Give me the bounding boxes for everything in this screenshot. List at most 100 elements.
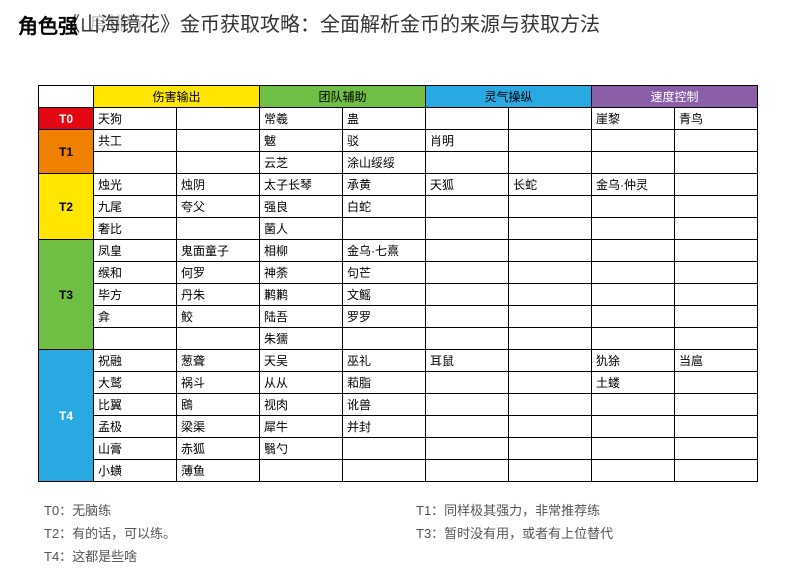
cell: 并封	[343, 416, 426, 438]
cell	[509, 218, 592, 240]
cell	[675, 416, 758, 438]
header-support: 团队辅助	[260, 86, 426, 108]
cell: 毕方	[94, 284, 177, 306]
cell	[592, 218, 675, 240]
table-row: T0天狗常羲蛊崖黎青鸟	[39, 108, 758, 130]
cell: 魃	[260, 130, 343, 152]
cell	[675, 306, 758, 328]
cell: 承黄	[343, 174, 426, 196]
cell	[592, 152, 675, 174]
header-row: 伤害输出 团队辅助 灵气操纵 速度控制	[39, 86, 758, 108]
cell: 萂脂	[343, 372, 426, 394]
cell	[592, 394, 675, 416]
cell	[426, 152, 509, 174]
article-title: 《山海镜花》金币获取攻略：全面解析金币的来源与获取方法	[60, 8, 600, 37]
cell: 祝融	[94, 350, 177, 372]
cell: 山膏	[94, 438, 177, 460]
cell: 陆吾	[260, 306, 343, 328]
cell: 比翼	[94, 394, 177, 416]
cell: 驳	[343, 130, 426, 152]
cell: 长蛇	[509, 174, 592, 196]
cell	[509, 284, 592, 306]
cell: 白蛇	[343, 196, 426, 218]
cell	[509, 394, 592, 416]
cell	[675, 262, 758, 284]
legend-t0: T0：无脑练	[44, 500, 416, 519]
table-row: 缑和何罗神荼句芒	[39, 262, 758, 284]
cell: 夸父	[177, 196, 260, 218]
legend-col-right: T1：同样极其强力，非常推荐练 T3：暂时没有用，或者有上位替代	[416, 500, 788, 569]
header-spirit: 灵气操纵	[426, 86, 592, 108]
cell	[509, 130, 592, 152]
cell	[675, 438, 758, 460]
legend-t2: T2：有的话，可以练。	[44, 523, 416, 542]
cell	[675, 240, 758, 262]
cell	[177, 108, 260, 130]
cell	[592, 306, 675, 328]
cell	[509, 372, 592, 394]
cell: 神荼	[260, 262, 343, 284]
cell: 天吴	[260, 350, 343, 372]
cell	[343, 438, 426, 460]
cell: 金乌·七熹	[343, 240, 426, 262]
cell: 鴖	[177, 394, 260, 416]
cell	[675, 130, 758, 152]
cell	[592, 240, 675, 262]
cell	[509, 350, 592, 372]
cell: 何罗	[177, 262, 260, 284]
legend-col-left: T0：无脑练 T2：有的话，可以练。 T4：这都是些啥	[44, 500, 416, 569]
tier-table: 伤害输出 团队辅助 灵气操纵 速度控制 T0天狗常羲蛊崖黎青鸟T1共工魃驳肖明云…	[38, 85, 758, 482]
cell: 祸斗	[177, 372, 260, 394]
cell	[509, 108, 592, 130]
cell	[426, 196, 509, 218]
table-row: T1共工魃驳肖明	[39, 130, 758, 152]
cell: 青鸟	[675, 108, 758, 130]
cell: 巫礼	[343, 350, 426, 372]
table-row: 山膏赤狐翳勺	[39, 438, 758, 460]
table-row: 比翼鴖视肉讹兽	[39, 394, 758, 416]
cell	[343, 218, 426, 240]
cell	[426, 218, 509, 240]
cell: 鬼面童子	[177, 240, 260, 262]
cell: 梁渠	[177, 416, 260, 438]
cell	[260, 460, 343, 482]
table-row: T4祝融葱聋天吴巫礼耳鼠犰狳当扈	[39, 350, 758, 372]
table-row: 云芝涂山绥绥	[39, 152, 758, 174]
table-row: 孟极梁渠犀牛并封	[39, 416, 758, 438]
cell: 九尾	[94, 196, 177, 218]
table-row: 小蟥薄鱼	[39, 460, 758, 482]
cell: 鹣鹣	[260, 284, 343, 306]
cell: 薄鱼	[177, 460, 260, 482]
cell: 太子长琴	[260, 174, 343, 196]
cell: 相柳	[260, 240, 343, 262]
cell	[177, 328, 260, 350]
cell	[592, 130, 675, 152]
cell: 常羲	[260, 108, 343, 130]
legend-t1: T1：同样极其强力，非常推荐练	[416, 500, 788, 519]
cell: 共工	[94, 130, 177, 152]
cell	[426, 240, 509, 262]
tier-label-t2: T2	[39, 174, 94, 240]
tier-table-container: 伤害输出 团队辅助 灵气操纵 速度控制 T0天狗常羲蛊崖黎青鸟T1共工魃驳肖明云…	[38, 85, 788, 482]
cell: 金乌·仲灵	[592, 174, 675, 196]
cell: 小蟥	[94, 460, 177, 482]
cell	[177, 130, 260, 152]
cell: 丹朱	[177, 284, 260, 306]
cell: 罗罗	[343, 306, 426, 328]
cell	[675, 372, 758, 394]
cell	[675, 284, 758, 306]
cell	[426, 438, 509, 460]
cell: 当扈	[675, 350, 758, 372]
cell	[675, 174, 758, 196]
legend-t3: T3：暂时没有用，或者有上位替代	[416, 523, 788, 542]
table-row: T2烛光烛阴太子长琴承黄天狐长蛇金乌·仲灵	[39, 174, 758, 196]
cell: 菌人	[260, 218, 343, 240]
cell: 缑和	[94, 262, 177, 284]
cell	[675, 218, 758, 240]
cell: 天狗	[94, 108, 177, 130]
cell	[509, 416, 592, 438]
table-row: 朱獳	[39, 328, 758, 350]
cell: 朱獳	[260, 328, 343, 350]
cell: 大鹫	[94, 372, 177, 394]
tier-label-t0: T0	[39, 108, 94, 130]
